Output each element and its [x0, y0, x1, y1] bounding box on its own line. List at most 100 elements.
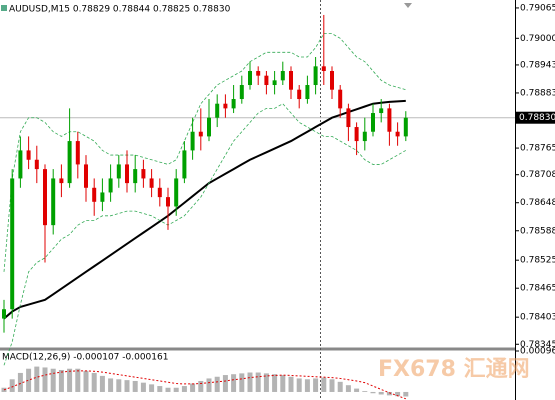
- macd-bar: [58, 369, 64, 392]
- macd-bar: [378, 391, 384, 395]
- candle-body: [362, 131, 367, 142]
- macd-bar: [231, 374, 237, 392]
- candle-body: [231, 99, 236, 109]
- candle-body: [43, 169, 47, 226]
- macd-bar: [140, 382, 146, 392]
- macd-bar: [108, 378, 114, 392]
- candle-body: [182, 150, 187, 179]
- macd-bar: [362, 391, 368, 392]
- y-tick-label: 0.78465: [520, 284, 555, 294]
- macd-bar: [165, 387, 171, 392]
- candle-body: [149, 178, 154, 188]
- candle-body: [133, 169, 138, 184]
- macd-bar: [370, 391, 376, 394]
- candle-body: [239, 85, 244, 100]
- indicator-line: [3, 33, 406, 272]
- candle-body: [371, 113, 375, 132]
- candle-body: [387, 108, 392, 132]
- candle-body: [34, 159, 39, 170]
- y-tick-label: 0.78765: [520, 144, 555, 154]
- candle-body: [108, 178, 113, 193]
- y-tick-label: 0.78588: [520, 226, 555, 236]
- symbol-icon: [1, 5, 7, 11]
- signal-line: [3, 370, 406, 400]
- candle-body: [26, 150, 31, 160]
- y-tick-label: 0.000969: [520, 347, 555, 357]
- candle-body: [2, 309, 6, 319]
- candle-body: [338, 89, 343, 109]
- macd-bar: [386, 391, 392, 396]
- candle-body: [67, 141, 72, 184]
- watermark: FX678 汇通网: [378, 357, 530, 382]
- candle-body: [256, 71, 261, 76]
- macd-bar: [198, 380, 204, 392]
- candle-body: [321, 66, 326, 72]
- macd-bar: [75, 368, 81, 392]
- candle-body: [289, 71, 293, 90]
- macd-bar: [83, 370, 89, 392]
- candle-body: [297, 89, 302, 100]
- macd-bar: [403, 391, 409, 397]
- y-tick-label: 0.79000: [520, 34, 555, 44]
- chart-title: AUDUSD,M15 0.78829 0.78844 0.78825 0.788…: [9, 5, 231, 15]
- candle-body: [75, 141, 80, 165]
- candle-body: [395, 131, 400, 137]
- macd-bar: [329, 379, 335, 392]
- candle-body: [116, 164, 121, 179]
- macd-bar: [132, 380, 138, 392]
- macd-bar: [345, 385, 351, 392]
- candle-body: [403, 117, 408, 137]
- candle-body: [379, 108, 384, 114]
- candle-body: [157, 187, 162, 198]
- macd-bar: [42, 367, 48, 392]
- y-tick-label: 0.79065: [520, 3, 555, 13]
- candle-body: [223, 103, 228, 109]
- candle-body: [59, 178, 64, 184]
- macd-bar: [280, 375, 286, 392]
- candle-body: [313, 66, 318, 86]
- candle-body: [84, 164, 88, 188]
- macd-bar: [263, 373, 269, 392]
- macd-bar: [149, 384, 155, 392]
- macd-bar: [91, 372, 97, 392]
- candle-body: [198, 131, 203, 137]
- candle-body: [280, 71, 285, 81]
- macd-bar: [395, 391, 401, 397]
- macd-bar: [272, 374, 278, 392]
- candle-body: [330, 71, 334, 90]
- macd-bar: [17, 372, 23, 392]
- current-price-label: 0.78830: [519, 113, 555, 123]
- candle-body: [264, 75, 269, 86]
- shift-marker: [404, 3, 412, 8]
- macd-bar: [34, 366, 40, 392]
- macd-bar: [206, 378, 212, 392]
- indicator-line: [3, 99, 406, 320]
- macd-bar: [26, 368, 32, 392]
- macd-bar: [296, 378, 302, 392]
- candle-body: [346, 108, 351, 128]
- candle-body: [190, 131, 195, 151]
- macd-bar: [50, 368, 56, 392]
- macd-bar: [124, 380, 130, 392]
- macd-bar: [247, 372, 253, 392]
- y-tick-label: 0.78345: [520, 340, 555, 350]
- candle-body: [166, 197, 170, 207]
- y-tick-label: 0.78943: [520, 60, 555, 70]
- candle-body: [18, 150, 23, 179]
- macd-bar: [239, 373, 245, 392]
- macd-bar: [181, 386, 187, 392]
- candle-body: [100, 192, 105, 202]
- y-tick-label: 0.78648: [520, 198, 555, 208]
- y-tick-label: 0.78708: [520, 170, 555, 180]
- candle-body: [215, 103, 220, 118]
- candle-body: [10, 178, 15, 310]
- macd-bar: [173, 387, 179, 392]
- candle-body: [207, 117, 211, 137]
- macd-bar: [67, 368, 73, 392]
- candle-body: [141, 169, 146, 179]
- candle-body: [248, 71, 252, 86]
- macd-bar: [313, 378, 319, 392]
- indicator-title: MACD(12,26,9) -0.000107 -0.000161: [2, 353, 168, 363]
